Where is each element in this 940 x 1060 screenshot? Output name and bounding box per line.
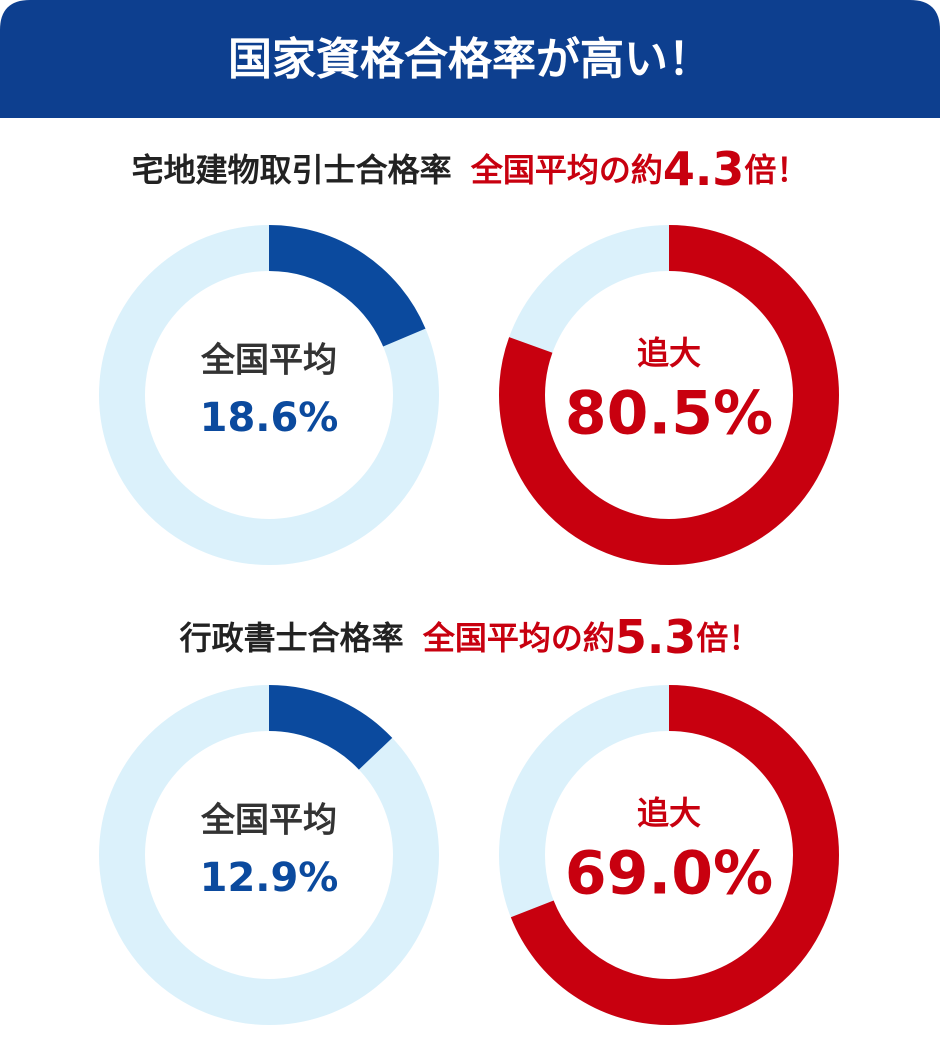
donut-arc [99,225,439,565]
donut-value-label: 80.5% [565,379,773,449]
donut-arc [499,225,839,565]
donut-label: 全国平均 [200,801,337,841]
header-title: 国家資格合格率が高い！ [228,34,712,85]
donut-arc [99,685,439,1025]
section-suffix: 倍！ [744,151,808,189]
section-multiplier: 4.3 [663,142,745,196]
section-label: 宅地建物取引士合格率 [132,151,452,189]
donut-label: 追大 [637,794,701,832]
section-highlight: 全国平均の約 [422,619,615,657]
header-band [0,0,940,118]
section-multiplier: 5.3 [615,610,697,664]
donut-arc [499,685,839,1025]
section-label: 行政書士合格率 [180,619,404,657]
section-suffix: 倍！ [696,619,760,657]
section-heading: 宅地建物取引士合格率 全国平均の約4.3倍！ [132,142,809,196]
donut-label: 追大 [637,334,701,372]
donut-label: 全国平均 [200,341,337,381]
donut-value-label: 69.0% [565,839,773,909]
section-heading: 行政書士合格率 全国平均の約5.3倍！ [180,610,761,664]
section-highlight: 全国平均の約 [470,151,663,189]
donut-value-label: 18.6% [200,395,339,441]
donut-value-label: 12.9% [200,855,339,901]
